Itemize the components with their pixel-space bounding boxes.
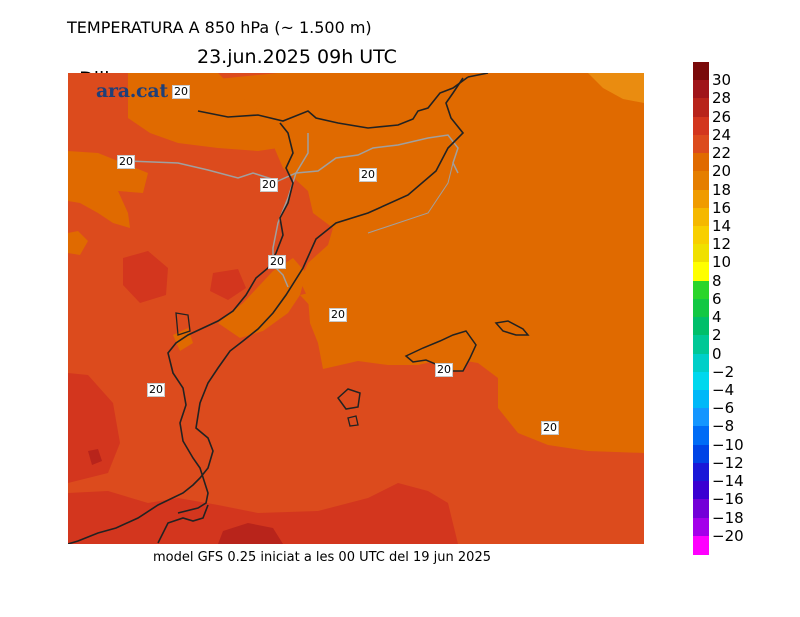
color-scale-swatch [693, 207, 709, 227]
contour-label: 20 [329, 308, 347, 322]
color-scale-tick-label: −10 [712, 435, 744, 454]
color-scale-tick-label: 2 [712, 326, 722, 345]
color-scale-swatch [693, 499, 709, 519]
contour-label: 20 [172, 85, 190, 99]
color-scale-tick-label: 26 [712, 107, 732, 126]
island-formentera [347, 415, 359, 427]
contour-label: 20 [268, 255, 286, 269]
contour-label: 20 [147, 383, 165, 397]
color-scale-swatch [693, 444, 709, 464]
band-18-20 [68, 151, 148, 228]
color-scale-swatch [693, 98, 709, 118]
color-scale-swatch [693, 390, 709, 409]
color-scale-tick-label: −14 [712, 472, 744, 491]
contour-label: 20 [541, 421, 559, 435]
border-line [367, 162, 454, 234]
border-line [272, 133, 309, 288]
color-scale-swatch [693, 353, 709, 373]
color-scale-swatch [693, 116, 709, 136]
color-scale-swatch [693, 244, 709, 264]
coastline [197, 76, 469, 129]
model-run-caption: model GFS 0.25 iniciat a les 00 UTC del … [153, 550, 491, 565]
color-scale-swatch [693, 298, 709, 318]
forecast-datetime: 23.jun.2025 09h UTC [197, 46, 397, 68]
color-scale-tick-label: 6 [712, 289, 722, 308]
color-scale-swatch [693, 226, 709, 245]
map-title: TEMPERATURA A 850 hPa (~ 1.500 m) [67, 18, 372, 37]
border-line [127, 134, 459, 182]
color-scale-swatch [693, 80, 709, 100]
temperature-color-scale [693, 62, 709, 555]
band-22-24 [123, 251, 168, 303]
color-scale-tick-label: 28 [712, 89, 732, 108]
color-scale-tick-label: 20 [712, 162, 732, 181]
color-scale-tick-label: −2 [712, 362, 735, 381]
color-scale-swatch [693, 462, 709, 482]
coastline [157, 504, 209, 544]
ara-cat-logo: ara.cat [96, 80, 168, 102]
band-18-20 [68, 231, 88, 255]
color-scale-swatch [693, 62, 709, 81]
band-24-26 [88, 449, 102, 465]
color-scale-tick-label: 8 [712, 271, 722, 290]
band-16-18 [588, 73, 644, 103]
color-scale-swatch [693, 280, 709, 300]
band-22-24 [210, 269, 246, 300]
color-scale-swatch [693, 134, 709, 154]
color-scale-swatch [693, 426, 709, 446]
temperature-map-canvas [68, 73, 644, 544]
band-18-20 [178, 73, 644, 453]
color-scale-swatch [693, 171, 709, 191]
band-22-24 [68, 373, 120, 483]
color-scale-tick-label: −12 [712, 453, 744, 472]
band-24-26 [218, 523, 283, 544]
color-scale-tick-label: 10 [712, 253, 732, 272]
color-scale-tick-label: 0 [712, 344, 722, 363]
coastline [175, 312, 191, 336]
color-scale-tick-label: 30 [712, 71, 732, 90]
color-scale-tick-label: 12 [712, 235, 732, 254]
color-scale-swatch [693, 371, 709, 391]
color-scale-tick-label: 4 [712, 308, 722, 327]
color-scale-tick-label: 18 [712, 180, 732, 199]
color-scale-swatch [693, 481, 709, 500]
color-scale-tick-label: 14 [712, 217, 732, 235]
island-ibiza [336, 388, 361, 410]
color-scale-tick-label: −20 [712, 526, 744, 545]
color-scale-swatch [693, 317, 709, 336]
contour-label: 20 [435, 363, 453, 377]
color-scale-tick-label: 24 [712, 125, 732, 144]
color-scale-tick-label: −16 [712, 490, 744, 509]
coastline [467, 73, 489, 78]
island-menorca [494, 320, 530, 336]
coastline [167, 122, 294, 514]
color-scale-tick-label: −6 [712, 399, 735, 418]
band-18-20 [300, 291, 326, 309]
contour-label: 20 [359, 168, 377, 182]
color-scale-swatch [693, 535, 709, 555]
coastline [68, 77, 465, 544]
contour-label: 20 [117, 155, 135, 169]
color-scale-tick-label: 16 [712, 198, 732, 217]
color-scale-tick-label: −4 [712, 381, 735, 399]
temperature-map [68, 73, 644, 544]
island-mallorca [404, 330, 477, 372]
color-scale-swatch [693, 408, 709, 428]
color-scale-tick-label: 22 [712, 144, 732, 163]
color-scale-tick-label: −8 [712, 417, 735, 436]
color-scale-swatch [693, 153, 709, 172]
color-scale-swatch [693, 189, 709, 209]
color-scale-tick-label: −18 [712, 508, 744, 527]
color-scale-swatch [693, 262, 709, 282]
color-scale-swatch [693, 517, 709, 537]
contour-label: 20 [260, 178, 278, 192]
color-scale-swatch [693, 335, 709, 355]
